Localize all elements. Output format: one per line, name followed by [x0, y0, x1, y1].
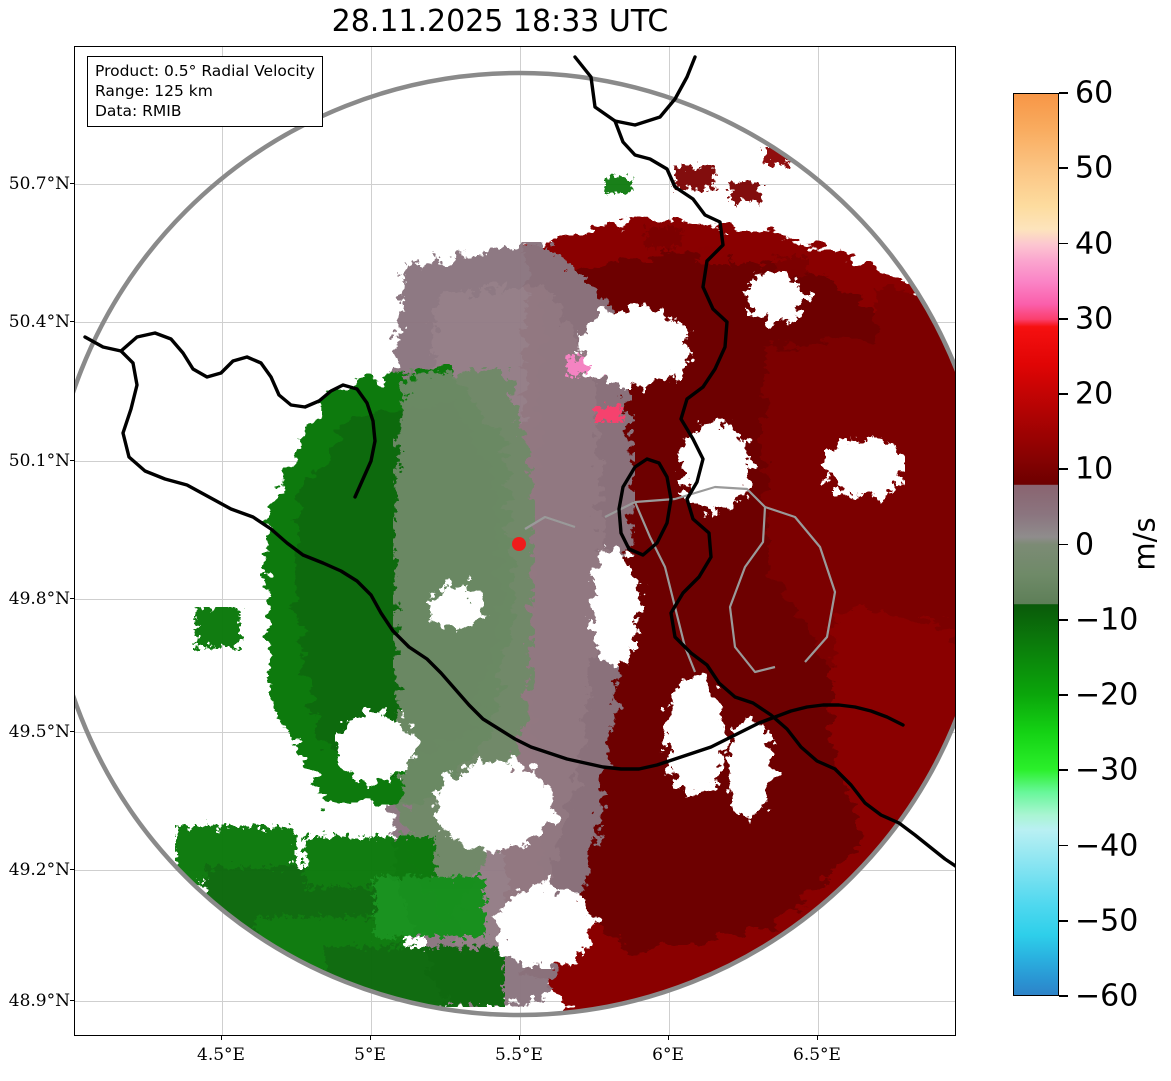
x-tick-mark: [817, 1036, 819, 1040]
colorbar[interactable]: 60 50 40 30 20 10 0 −10 −20 −30 −40 −50 −60: [1013, 76, 1138, 1014]
range-ring-125km: [75, 70, 955, 1018]
radar-plot-inner: Product: 0.5° Radial Velocity Range: 125…: [75, 47, 955, 1035]
colorbar-tick-mark: [1059, 317, 1068, 320]
y-tick-label: 49.5°N: [8, 722, 70, 742]
colorbar-tick-mark: [1059, 844, 1068, 847]
colorbar-tick-mark: [1059, 919, 1068, 922]
y-tick-label: 50.4°N: [8, 312, 70, 332]
x-tick-label: 6°E: [652, 1045, 684, 1065]
colorbar-tick-mark: [1059, 618, 1068, 621]
x-tick-label: 5.5°E: [495, 1045, 543, 1065]
colorbar-tick-label: −40: [1075, 828, 1139, 863]
colorbar-tick-label: 60: [1075, 75, 1114, 111]
info-range-line: Range: 125 km: [95, 82, 213, 101]
y-tick-label: 49.2°N: [8, 860, 70, 880]
colorbar-gradient: [1013, 93, 1059, 996]
x-tick-mark: [221, 1036, 223, 1040]
info-box: Product: 0.5° Radial Velocity Range: 125…: [87, 56, 323, 128]
colorbar-tick-label: 50: [1075, 150, 1114, 186]
country-border-lines: [83, 55, 955, 868]
x-tick-label: 4.5°E: [197, 1045, 245, 1065]
y-tick-label: 48.9°N: [8, 991, 70, 1011]
info-data-line: Data: RMIB: [95, 102, 182, 121]
colorbar-tick-mark: [1059, 393, 1068, 395]
colorbar-tick-mark: [1059, 242, 1068, 245]
y-tick-mark: [70, 1000, 74, 1002]
y-tick-label: 50.7°N: [8, 174, 70, 194]
colorbar-tick-mark: [1059, 167, 1068, 170]
y-tick-mark: [70, 460, 74, 462]
colorbar-tick-mark: [1059, 694, 1068, 696]
y-tick-mark: [70, 598, 74, 600]
colorbar-tick-label: −50: [1075, 903, 1139, 939]
y-tick-mark: [70, 321, 74, 323]
colorbar-tick-label: −30: [1075, 752, 1139, 788]
colorbar-tick-mark: [1059, 468, 1068, 471]
x-tick-label: 6.5°E: [793, 1045, 841, 1065]
east-edge-red-arc: [875, 287, 955, 607]
colorbar-tick-label: −20: [1075, 677, 1139, 713]
radar-velocity-field: [175, 147, 955, 1015]
no-data-holes: [335, 271, 905, 969]
y-tick-mark: [70, 869, 74, 871]
info-product-line: Product: 0.5° Radial Velocity: [95, 62, 315, 80]
colorbar-tick-mark: [1059, 769, 1068, 772]
radar-site-marker[interactable]: [512, 537, 526, 551]
southwest-green-cells: [175, 607, 505, 1007]
gridline-horizontal: [75, 184, 955, 185]
x-tick-label: 5°E: [354, 1045, 386, 1065]
y-tick-label: 49.8°N: [8, 589, 70, 609]
y-tick-mark: [70, 183, 74, 185]
y-tick-label: 50.1°N: [8, 451, 70, 471]
x-tick-mark: [370, 1036, 372, 1040]
y-tick-mark: [70, 731, 74, 733]
x-tick-mark: [519, 1036, 521, 1040]
page-title: 28.11.2025 18:33 UTC: [331, 4, 669, 39]
colorbar-tick-mark: [1059, 543, 1068, 546]
colorbar-tick-mark: [1059, 995, 1068, 997]
colorbar-tick-label: 30: [1075, 301, 1114, 337]
colorbar-tick-label: 40: [1075, 226, 1114, 261]
gridline-vertical: [222, 47, 223, 1035]
x-tick-mark: [668, 1036, 670, 1040]
radar-plot-area[interactable]: Product: 0.5° Radial Velocity Range: 125…: [74, 46, 956, 1036]
colorbar-tick-label: 0: [1075, 527, 1095, 562]
colorbar-tick-label: −10: [1075, 602, 1139, 638]
regional-border-lines: [524, 485, 837, 674]
colorbar-tick-label: 10: [1075, 451, 1114, 487]
colorbar-unit-label: m/s: [1127, 517, 1162, 571]
colorbar-tick-mark: [1059, 92, 1068, 94]
colorbar-tick-label: −60: [1075, 978, 1139, 1014]
colorbar-tick-label: 20: [1075, 376, 1114, 412]
